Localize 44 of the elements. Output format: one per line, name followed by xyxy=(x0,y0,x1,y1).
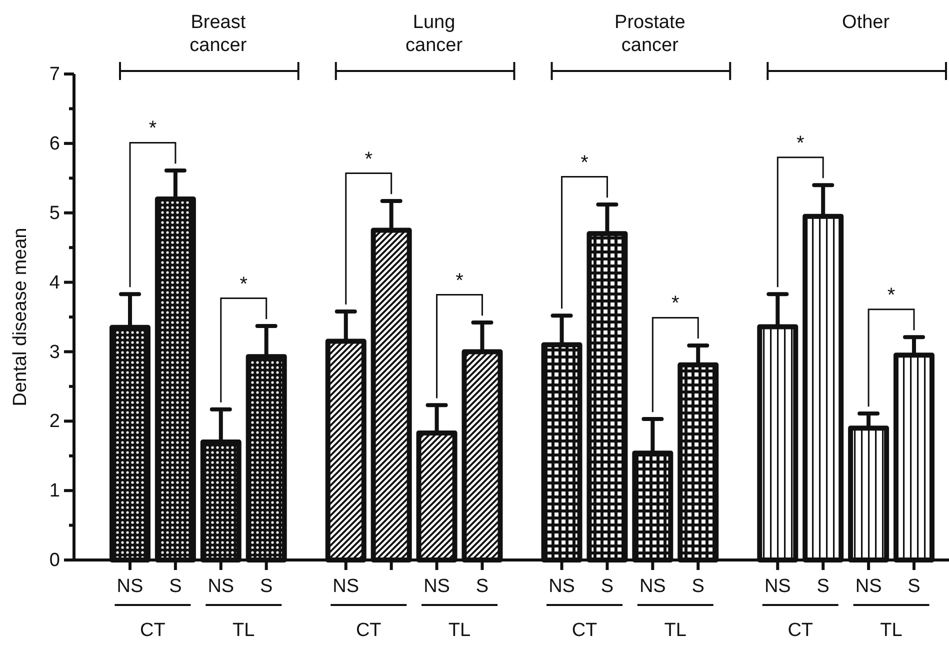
x-tick-label: S xyxy=(600,576,614,597)
annotation: * xyxy=(240,273,248,296)
y-tick-label: 5 xyxy=(49,202,60,224)
x-tick-label: NS xyxy=(208,576,234,597)
text: CT xyxy=(788,620,814,641)
text: CT xyxy=(572,620,598,641)
x-tick-label: S xyxy=(169,576,182,597)
x-tick-label: NS xyxy=(424,576,450,597)
annotation: * xyxy=(148,118,157,140)
text: Breast cancer xyxy=(190,12,248,56)
annotation: * xyxy=(364,148,373,170)
text: Prostate cancer xyxy=(614,12,686,56)
annotation: * xyxy=(887,284,896,306)
y-tick-label: 0 xyxy=(49,550,60,572)
x-tick-label: NS xyxy=(332,576,360,597)
text: TL xyxy=(232,620,255,641)
y-tick-label: 2 xyxy=(49,411,60,432)
x-tick-label: S xyxy=(816,576,830,597)
text: CT xyxy=(356,620,382,641)
annotation: * xyxy=(580,152,589,174)
y-tick-label: 7 xyxy=(49,64,60,86)
y-tick-label: 6 xyxy=(49,134,60,155)
x-tick-label: S xyxy=(260,576,273,597)
x-tick-label: NS xyxy=(639,576,666,597)
x-tick-label: NS xyxy=(116,576,144,597)
x-tick-label: S xyxy=(476,576,489,597)
y-tick-label: 3 xyxy=(49,342,60,363)
text: TL xyxy=(880,620,902,641)
text: Lung cancer xyxy=(406,12,464,56)
y-tick-label: 1 xyxy=(49,480,60,502)
x-tick-label: NS xyxy=(764,576,791,597)
y-tick-label: 4 xyxy=(49,272,60,294)
text: CT xyxy=(140,620,166,641)
annotation: * xyxy=(456,270,464,292)
annotation: * xyxy=(796,132,804,154)
y-axis-title: Dental disease mean xyxy=(10,228,31,406)
text: TL xyxy=(448,620,471,641)
x-tick-label: NS xyxy=(855,576,882,597)
x-tick-label: NS xyxy=(548,576,575,597)
x-tick-label: S xyxy=(908,576,920,597)
annotation: * xyxy=(671,292,680,315)
text: Other xyxy=(842,12,890,33)
x-tick-label: S xyxy=(692,576,704,597)
text: TL xyxy=(664,620,686,641)
